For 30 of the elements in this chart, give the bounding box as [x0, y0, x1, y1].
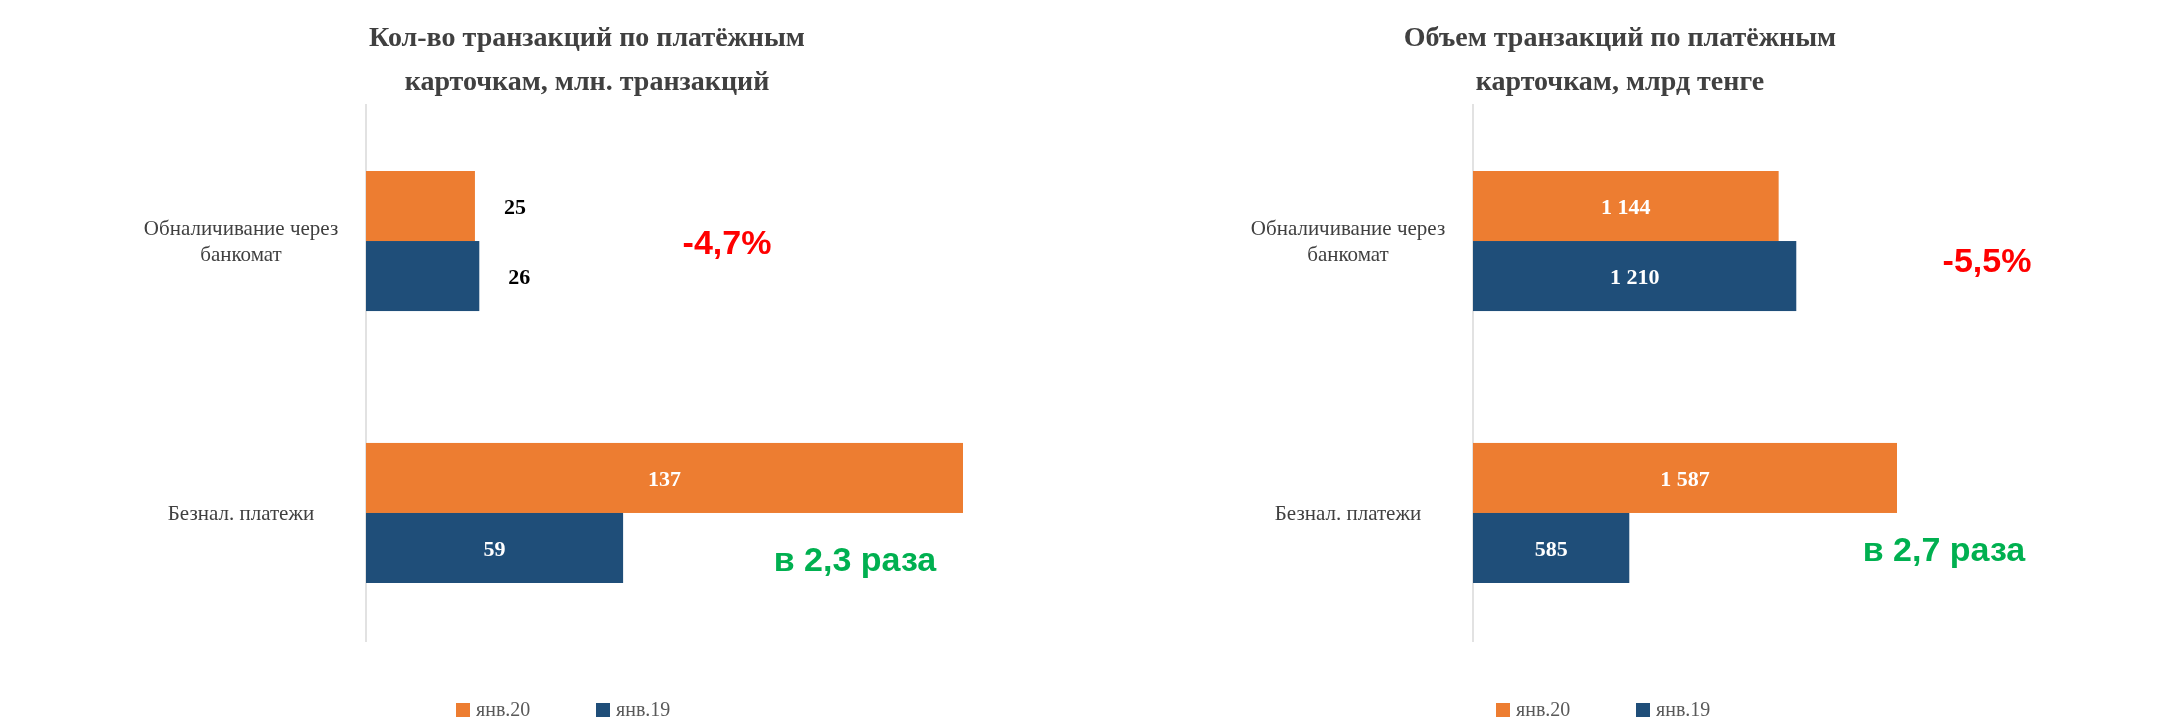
- data-label: 59: [483, 535, 506, 561]
- data-label: 25: [503, 194, 526, 220]
- bar: [1473, 442, 1897, 513]
- data-label: 1 210: [1609, 264, 1660, 290]
- legend-label: янв.20: [476, 698, 531, 720]
- annotation: в 2,7 раза: [1862, 530, 2027, 568]
- bar: [366, 512, 624, 583]
- data-label: 26: [508, 264, 531, 290]
- data-label: 585: [1534, 535, 1568, 561]
- chart-title: Кол-во транзакций по платёжным карточкам, млн. транзакций: [369, 21, 805, 96]
- y-tick-label: Безнал. платежи: [167, 500, 315, 525]
- y-tick-label: Безнал. платежи: [1274, 500, 1422, 525]
- annotation: -4,7%: [682, 223, 772, 261]
- bar: [366, 241, 480, 312]
- data-label: 137: [648, 465, 681, 491]
- bar: [1473, 512, 1630, 583]
- y-tick-label: Обналичивание через банкомат: [143, 216, 339, 267]
- legend-label: янв.19: [1656, 698, 1711, 720]
- data-label: 1 587: [1660, 465, 1710, 491]
- annotation: в 2,3 раза: [773, 540, 938, 578]
- legend-label: янв.20: [1516, 698, 1571, 720]
- bar: [1473, 241, 1797, 312]
- bar: [1473, 171, 1779, 242]
- text: -5,5%: [1942, 241, 2032, 279]
- data-label: 1 144: [1601, 194, 1651, 220]
- legend-label: янв.19: [616, 698, 671, 720]
- bar: [366, 442, 963, 513]
- y-tick-label: Обналичивание через банкомат: [1250, 216, 1446, 267]
- bar: [366, 171, 475, 242]
- chart-title: Объем транзакций по платёжным карточкам, млрд тенге: [1403, 21, 1837, 96]
